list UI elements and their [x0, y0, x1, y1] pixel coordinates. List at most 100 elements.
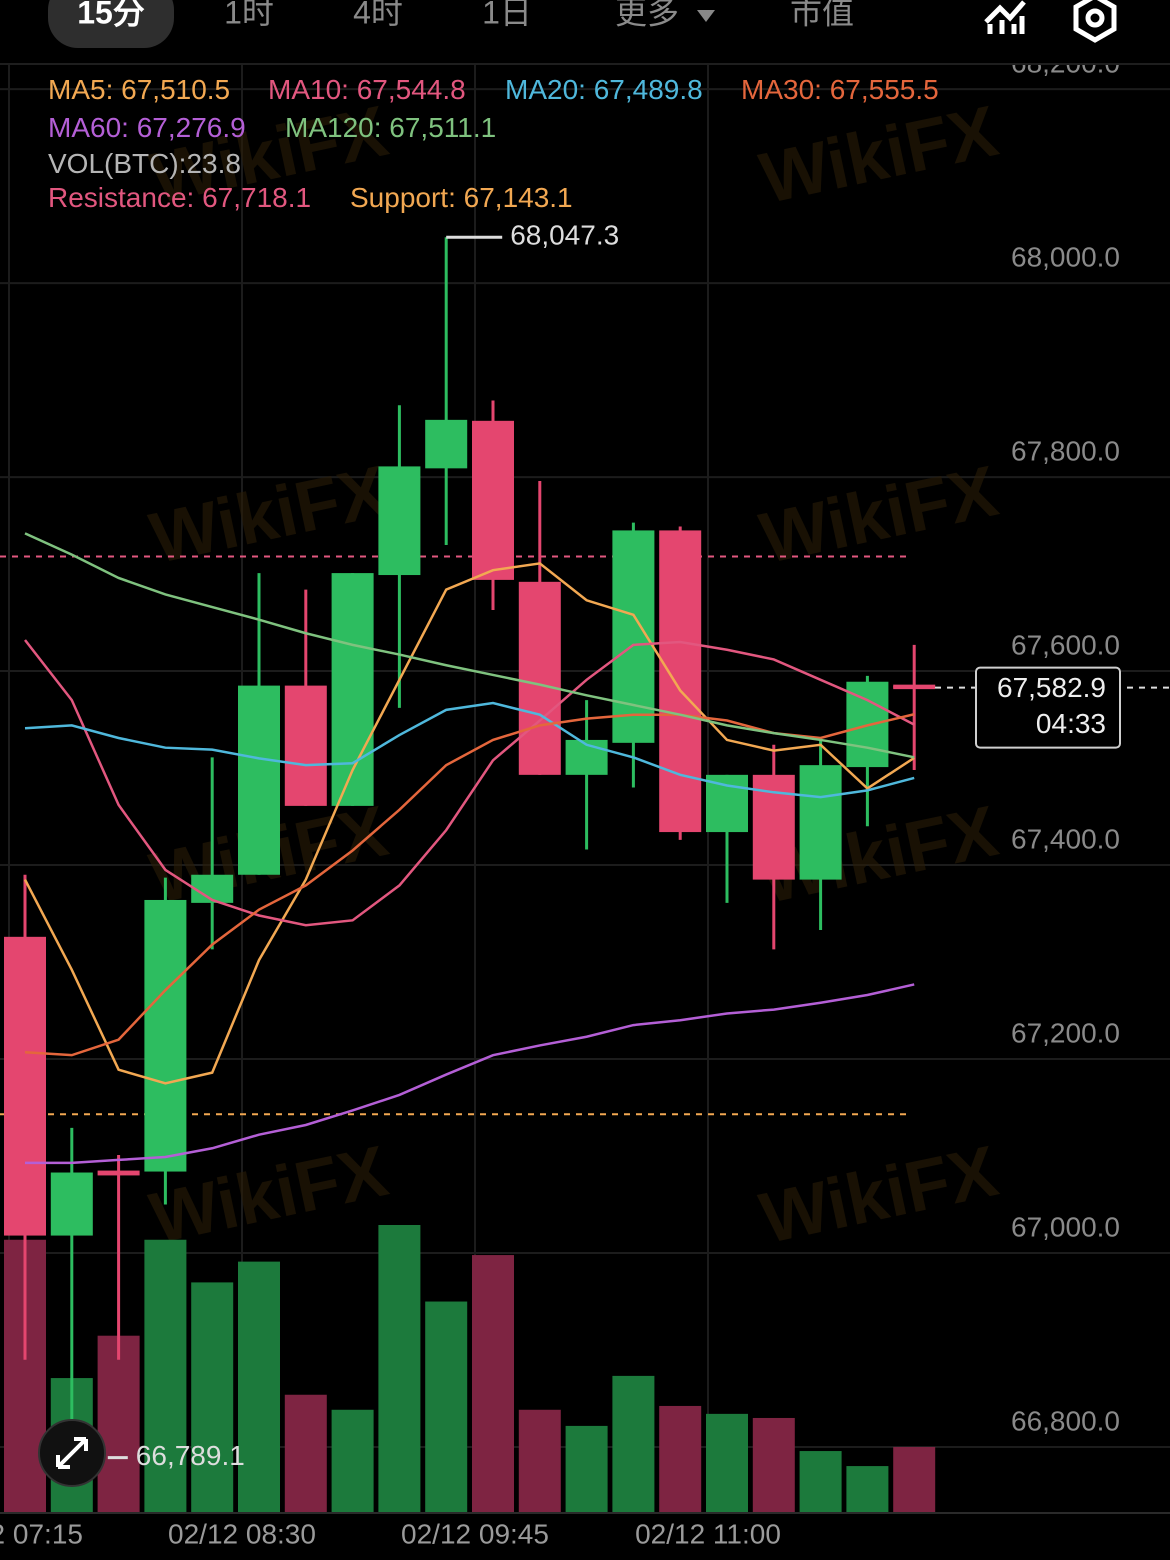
legend-text: 67,510.5	[121, 74, 230, 105]
volume-bar	[331, 1409, 374, 1512]
ma-line	[25, 983, 915, 1165]
volume-bar	[238, 1261, 280, 1512]
volume-bar	[144, 1239, 187, 1512]
legend-text: MA5:	[48, 74, 121, 105]
x-tick-label: 02/12 07:15	[0, 1518, 83, 1549]
legend-text: 67,489.8	[594, 74, 703, 105]
legend-text: 67,718.1	[202, 182, 311, 213]
settings-icon[interactable]	[1073, 0, 1117, 43]
candles	[4, 237, 936, 1458]
tab[interactable]: 15分	[77, 0, 145, 30]
tab[interactable]: 4时	[353, 0, 403, 30]
ma-line	[24, 701, 915, 799]
y-tick-label: 67,200.0	[1011, 1017, 1120, 1048]
high-label: 68,047.3	[510, 220, 619, 251]
annotations: 66,800.0 67,000.0 67,200.0 67,400.0 67,600.0…	[107, 47, 1170, 1471]
candle-body	[284, 685, 327, 806]
legend-text: Resistance:	[48, 182, 202, 213]
legend-entry: MA60: 67,276.9	[48, 112, 246, 143]
candle-body	[799, 765, 842, 880]
dropdown-arrow	[697, 10, 715, 22]
legend-text: VOL(BTC):	[48, 148, 186, 179]
volume-bar	[191, 1282, 234, 1512]
candle-body	[238, 685, 280, 875]
ma-line	[24, 639, 915, 927]
legend-text: MA20:	[505, 74, 594, 105]
volume-bar	[378, 1225, 421, 1512]
volume-bar	[893, 1446, 936, 1512]
ma-line	[24, 532, 915, 759]
candle-body	[97, 1170, 140, 1176]
indicator-icon[interactable]	[984, 0, 1026, 34]
candle-body	[472, 420, 514, 580]
volume-bar	[659, 1405, 702, 1512]
tab[interactable]: 更多	[615, 0, 679, 30]
candle-body	[4, 936, 46, 1236]
legend-text: MA120:	[285, 112, 389, 143]
price-countdown: 04:33	[1036, 708, 1106, 739]
legend-text: 67,511.1	[389, 112, 496, 143]
tab[interactable]: 市值	[790, 0, 854, 30]
candle-body	[378, 466, 421, 576]
candle-body	[191, 874, 234, 903]
legend-entry: MA5: 67,510.5	[48, 74, 230, 105]
tab[interactable]: 1时	[224, 0, 274, 30]
x-labels: 02/12 07:15 02/12 08:30 02/12 09:45 02/12 1…	[0, 1518, 781, 1549]
legend-text: 67,555.5	[830, 74, 939, 105]
x-tick-label: 02/12 09:45	[401, 1518, 549, 1549]
y-tick-label: 67,800.0	[1011, 435, 1120, 466]
legend-entry: MA30: 67,555.5	[741, 74, 939, 105]
legend-entry: MA120: 67,511.1	[285, 112, 496, 143]
legend-entry: VOL(BTC):23.8	[48, 148, 241, 179]
volume-bar	[472, 1255, 514, 1512]
volume-bar	[612, 1375, 655, 1512]
candle-body	[331, 573, 374, 806]
legend-text: MA60:	[48, 112, 137, 143]
ma-line	[23, 562, 915, 1085]
volume-bar	[846, 1466, 889, 1512]
volume-bar	[565, 1425, 608, 1512]
legend-entry: Support: 67,143.1	[350, 182, 573, 213]
level-lines	[0, 555, 910, 1116]
x-tick-label: 02/12 08:30	[168, 1518, 316, 1549]
legend-text: 67,143.1	[464, 182, 573, 213]
x-tick-label: 02/12 11:00	[635, 1518, 781, 1549]
legend: MA5: 67,510.5 MA10: 67,544.8 MA20: 67,489.…	[48, 74, 939, 213]
legend-text: 23.8	[186, 148, 241, 179]
volume-bar	[425, 1301, 468, 1512]
tab[interactable]: 1日	[482, 0, 532, 30]
price-tag-label: 67,582.9	[997, 672, 1106, 703]
tab-selected-bg	[48, 0, 174, 48]
y-tick-label: 67,000.0	[1011, 1211, 1120, 1242]
volume-bar	[518, 1409, 561, 1512]
volume-bar	[799, 1451, 842, 1512]
volume-bars	[4, 1225, 936, 1512]
expand-button[interactable]	[38, 1419, 106, 1487]
legend-text: 67,276.9	[137, 112, 246, 143]
volume-bar	[97, 1335, 140, 1512]
legend-entry: Resistance: 67,718.1	[48, 182, 311, 213]
volume-bar	[284, 1394, 327, 1512]
candle-body	[50, 1172, 93, 1236]
legend-text: MA10:	[268, 74, 357, 105]
y-tick-label: 67,400.0	[1011, 823, 1120, 854]
legend-text: MA30:	[741, 74, 830, 105]
candle-body	[893, 684, 936, 688]
legend-text: Support:	[350, 182, 464, 213]
low-label: 66,789.1	[136, 1440, 245, 1471]
legend-entry: MA20: 67,489.8	[505, 74, 703, 105]
legend-text: 67,544.8	[357, 74, 466, 105]
legend-entry: MA10: 67,544.8	[268, 74, 466, 105]
volume-bar	[706, 1413, 748, 1512]
tabs[interactable]: 15分 1时 4时 1日 更多 市值	[77, 0, 854, 30]
header	[0, 0, 1170, 64]
volume-bar	[752, 1417, 795, 1512]
moving-averages	[23, 532, 915, 1165]
candle-body	[144, 899, 187, 1172]
candle-body	[518, 581, 561, 775]
y-tick-label: 67,600.0	[1011, 629, 1120, 660]
candle-body	[425, 419, 468, 469]
y-tick-label: 66,800.0	[1011, 1405, 1120, 1436]
